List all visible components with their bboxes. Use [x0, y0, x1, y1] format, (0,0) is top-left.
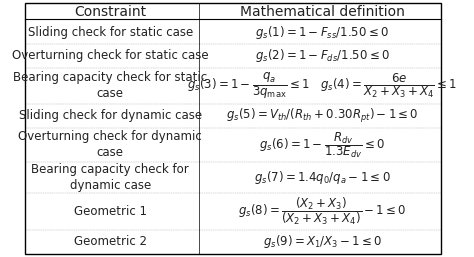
FancyBboxPatch shape [26, 3, 441, 254]
Text: Overturning check for dynamic
case: Overturning check for dynamic case [18, 130, 202, 159]
Text: Overturning check for static case: Overturning check for static case [12, 49, 209, 62]
Text: Bearing capacity check for static
case: Bearing capacity check for static case [13, 71, 207, 100]
Text: $g_s(7) = 1.4q_0 / q_a - 1 \leq 0$: $g_s(7) = 1.4q_0 / q_a - 1 \leq 0$ [254, 169, 391, 186]
Text: $g_s(2) = 1 - F_{ds}/1.50 \leq 0$: $g_s(2) = 1 - F_{ds}/1.50 \leq 0$ [255, 47, 390, 64]
Text: Bearing capacity check for
dynamic case: Bearing capacity check for dynamic case [31, 163, 189, 192]
Text: $g_s(9) = X_1 / X_3 - 1 \leq 0$: $g_s(9) = X_1 / X_3 - 1 \leq 0$ [263, 233, 382, 250]
Text: $g_s(3) = 1 - \dfrac{q_a}{3q_{\max}} \leq 1 \quad g_s(4) = \dfrac{6e}{X_2 + X_3 : $g_s(3) = 1 - \dfrac{q_a}{3q_{\max}} \le… [187, 71, 457, 101]
Text: Mathematical definition: Mathematical definition [240, 5, 405, 19]
Text: $g_s(1) = 1 - F_{ss}/1.50 \leq 0$: $g_s(1) = 1 - F_{ss}/1.50 \leq 0$ [255, 24, 389, 41]
Text: Constraint: Constraint [74, 5, 146, 19]
Text: Sliding check for static case: Sliding check for static case [27, 26, 193, 39]
Text: Sliding check for dynamic case: Sliding check for dynamic case [18, 109, 202, 122]
Text: Geometric 2: Geometric 2 [74, 235, 147, 248]
Text: Geometric 1: Geometric 1 [74, 205, 147, 218]
Text: $g_s(8) = \dfrac{(X_2 + X_3)}{(X_2 + X_3 + X_4)} - 1 \leq 0$: $g_s(8) = \dfrac{(X_2 + X_3)}{(X_2 + X_3… [238, 195, 407, 227]
Text: $g_s(6) = 1 - \dfrac{R_{dv}}{1.3E_{dv}} \leq 0$: $g_s(6) = 1 - \dfrac{R_{dv}}{1.3E_{dv}} … [259, 130, 385, 160]
Text: $g_s(5) = V_{th}/(R_{th} + 0.30R_{pt}) - 1 \leq 0$: $g_s(5) = V_{th}/(R_{th} + 0.30R_{pt}) -… [226, 107, 419, 125]
